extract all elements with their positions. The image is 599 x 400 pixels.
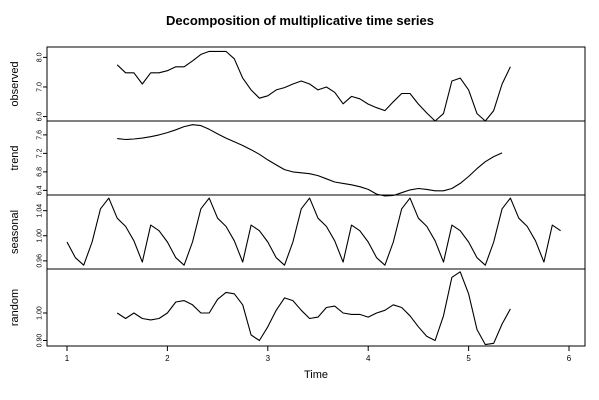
seasonal-y-tick-label: 0.96	[36, 254, 43, 268]
seasonal-series-line	[66, 197, 561, 266]
x-tick-label: 3	[266, 354, 271, 363]
x-tick-label: 5	[466, 354, 471, 363]
x-tick-label: 1	[65, 354, 70, 363]
trend-series-line	[117, 124, 503, 197]
seasonal-y-tick-label: 1.00	[36, 229, 43, 243]
trend-frame	[46, 120, 586, 196]
random-series-line	[116, 271, 511, 346]
observed-y-tick-label: 6.0	[36, 112, 43, 122]
trend-y-axis-label: trend	[9, 145, 21, 170]
observed-panel: 6.0 7.0 8.0 observed	[9, 46, 586, 122]
random-y-tick-label: 0.90	[36, 334, 43, 348]
random-panel: 0.90 1.00 random	[9, 268, 586, 348]
x-tick-label: 4	[366, 354, 371, 363]
chart-title: Decomposition of multiplicative time ser…	[166, 13, 434, 28]
seasonal-panel: 0.96 1.00 1.04 seasonal	[9, 194, 586, 270]
random-y-tick-label: 1.00	[36, 306, 43, 320]
trend-y-tick-label: 7.6	[36, 130, 43, 140]
trend-y-tick-label: 7.2	[36, 148, 43, 158]
observed-y-axis-label: observed	[9, 61, 21, 106]
seasonal-y-axis-label: seasonal	[9, 210, 21, 254]
observed-frame	[46, 46, 586, 122]
trend-y-tick-label: 6.8	[36, 167, 43, 177]
x-tick-label: 6	[567, 354, 572, 363]
seasonal-y-tick-label: 1.04	[36, 204, 43, 218]
random-frame	[46, 268, 586, 347]
trend-panel: 6.4 6.8 7.2 7.6 trend	[9, 120, 586, 197]
observed-series-line	[116, 50, 511, 122]
observed-y-tick-label: 7.0	[36, 82, 43, 92]
x-axis: 1 2 3 4 5 6	[65, 346, 572, 363]
x-tick-label: 2	[165, 354, 170, 363]
observed-y-tick-label: 8.0	[36, 52, 43, 62]
trend-y-tick-label: 6.4	[36, 185, 43, 195]
x-axis-label: Time	[304, 369, 328, 381]
random-y-axis-label: random	[9, 289, 21, 326]
